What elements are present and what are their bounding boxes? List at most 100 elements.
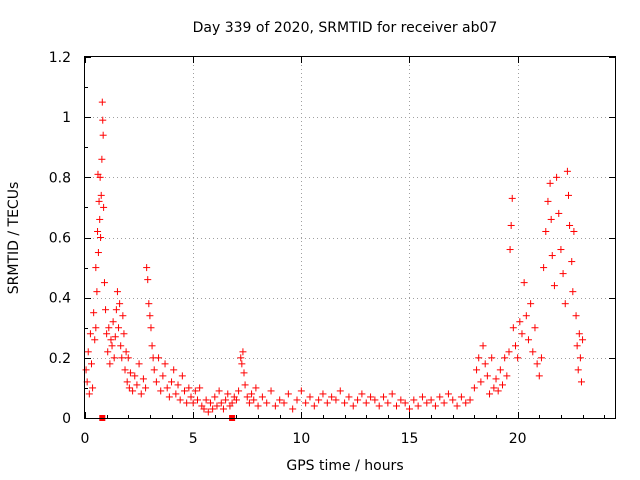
y-tick-label: 0.6 bbox=[49, 231, 71, 247]
data-point bbox=[486, 390, 494, 398]
data-point bbox=[172, 390, 180, 398]
data-point bbox=[254, 402, 262, 410]
data-point bbox=[544, 197, 552, 205]
x-tick-label: 5 bbox=[189, 431, 198, 447]
data-point bbox=[98, 98, 106, 106]
data-point bbox=[119, 312, 127, 320]
data-point bbox=[462, 399, 470, 407]
data-point bbox=[481, 360, 489, 368]
data-point bbox=[563, 167, 571, 175]
data-point bbox=[271, 402, 279, 410]
data-point bbox=[453, 402, 461, 410]
data-point bbox=[146, 312, 154, 320]
data-point bbox=[100, 203, 108, 211]
data-point bbox=[131, 372, 139, 380]
y-tick-label: 0.8 bbox=[49, 170, 71, 186]
data-point bbox=[542, 227, 550, 235]
data-point bbox=[466, 396, 474, 404]
data-point bbox=[237, 354, 245, 362]
data-point bbox=[224, 390, 232, 398]
data-point bbox=[488, 354, 496, 362]
data-point bbox=[118, 354, 126, 362]
data-point bbox=[323, 399, 331, 407]
data-point bbox=[115, 324, 123, 332]
data-point bbox=[109, 318, 117, 326]
data-point bbox=[94, 249, 102, 257]
data-point bbox=[106, 360, 114, 368]
data-point bbox=[142, 384, 150, 392]
data-point bbox=[427, 396, 435, 404]
data-point bbox=[477, 378, 485, 386]
data-point bbox=[176, 396, 184, 404]
y-tick-label: 1.2 bbox=[49, 50, 71, 66]
data-point bbox=[235, 387, 243, 395]
data-point bbox=[524, 336, 532, 344]
data-point bbox=[533, 360, 541, 368]
data-point bbox=[84, 348, 92, 356]
data-point bbox=[332, 396, 340, 404]
data-point bbox=[555, 209, 563, 217]
data-point bbox=[107, 336, 115, 344]
data-point bbox=[520, 279, 528, 287]
data-point bbox=[100, 279, 108, 287]
x-tick-label: 15 bbox=[401, 431, 419, 447]
data-point bbox=[89, 384, 97, 392]
data-point bbox=[99, 131, 107, 139]
data-point bbox=[362, 399, 370, 407]
y-tick-label: 0.2 bbox=[49, 351, 71, 367]
data-point bbox=[575, 330, 583, 338]
y-tick-label: 0.4 bbox=[49, 291, 71, 307]
data-point bbox=[496, 366, 504, 374]
data-point bbox=[328, 393, 336, 401]
data-point bbox=[345, 393, 353, 401]
plot-frame bbox=[84, 56, 616, 419]
data-point bbox=[144, 276, 152, 284]
data-point bbox=[492, 375, 500, 383]
data-point bbox=[423, 399, 431, 407]
data-point bbox=[92, 264, 100, 272]
data-point bbox=[276, 396, 284, 404]
data-point bbox=[384, 399, 392, 407]
data-point bbox=[516, 318, 524, 326]
data-point bbox=[537, 354, 545, 362]
data-point bbox=[527, 300, 535, 308]
data-point bbox=[206, 399, 214, 407]
data-point bbox=[473, 366, 481, 374]
data-point bbox=[297, 387, 305, 395]
data-point bbox=[110, 354, 118, 362]
data-point bbox=[289, 405, 297, 413]
data-point bbox=[85, 390, 93, 398]
data-point bbox=[506, 246, 514, 254]
data-point bbox=[174, 381, 182, 389]
data-point bbox=[187, 393, 195, 401]
data-point bbox=[204, 408, 212, 416]
data-point bbox=[124, 354, 132, 362]
data-point bbox=[302, 399, 310, 407]
x-tick-label: 20 bbox=[509, 431, 527, 447]
data-point bbox=[91, 336, 99, 344]
data-point bbox=[252, 384, 260, 392]
data-point bbox=[202, 396, 210, 404]
data-point bbox=[113, 288, 121, 296]
data-point bbox=[405, 405, 413, 413]
data-point bbox=[470, 384, 478, 392]
data-point bbox=[104, 348, 112, 356]
data-point bbox=[380, 393, 388, 401]
data-point bbox=[444, 390, 452, 398]
data-point bbox=[569, 288, 577, 296]
data-point bbox=[494, 387, 502, 395]
data-point bbox=[211, 393, 219, 401]
data-point bbox=[367, 393, 375, 401]
data-point bbox=[483, 372, 491, 380]
data-point bbox=[105, 324, 113, 332]
data-point bbox=[181, 387, 189, 395]
data-point bbox=[529, 348, 537, 356]
data-point bbox=[86, 330, 94, 338]
y-tick-label: 0 bbox=[62, 411, 71, 427]
data-point bbox=[401, 399, 409, 407]
x-tick-label: 0 bbox=[81, 431, 90, 447]
data-point bbox=[155, 354, 163, 362]
data-point bbox=[168, 378, 176, 386]
data-point bbox=[449, 396, 457, 404]
data-point bbox=[137, 390, 145, 398]
